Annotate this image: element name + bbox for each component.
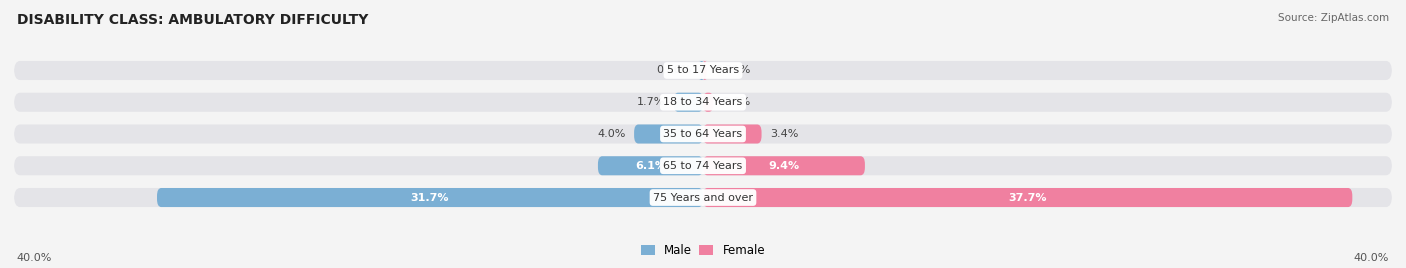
Text: 37.7%: 37.7% [1008, 192, 1047, 203]
FancyBboxPatch shape [14, 156, 1392, 175]
Text: DISABILITY CLASS: AMBULATORY DIFFICULTY: DISABILITY CLASS: AMBULATORY DIFFICULTY [17, 13, 368, 27]
FancyBboxPatch shape [703, 124, 762, 144]
Text: 1.7%: 1.7% [637, 97, 665, 107]
Text: 5 to 17 Years: 5 to 17 Years [666, 65, 740, 76]
Text: 75 Years and over: 75 Years and over [652, 192, 754, 203]
FancyBboxPatch shape [699, 61, 704, 80]
FancyBboxPatch shape [14, 61, 1392, 80]
FancyBboxPatch shape [703, 93, 713, 112]
Text: 0.6%: 0.6% [721, 97, 751, 107]
FancyBboxPatch shape [14, 93, 1392, 112]
Text: 0.21%: 0.21% [716, 65, 751, 76]
Text: 18 to 34 Years: 18 to 34 Years [664, 97, 742, 107]
Text: 3.4%: 3.4% [770, 129, 799, 139]
FancyBboxPatch shape [703, 61, 707, 80]
FancyBboxPatch shape [14, 124, 1392, 144]
FancyBboxPatch shape [703, 188, 1353, 207]
Text: 9.4%: 9.4% [769, 161, 800, 171]
FancyBboxPatch shape [673, 93, 703, 112]
Text: 0.16%: 0.16% [657, 65, 692, 76]
FancyBboxPatch shape [598, 156, 703, 175]
FancyBboxPatch shape [157, 188, 703, 207]
Text: 31.7%: 31.7% [411, 192, 450, 203]
Text: 40.0%: 40.0% [17, 253, 52, 263]
Text: 6.1%: 6.1% [636, 161, 666, 171]
Text: 35 to 64 Years: 35 to 64 Years [664, 129, 742, 139]
Text: 4.0%: 4.0% [598, 129, 626, 139]
Text: 40.0%: 40.0% [1354, 253, 1389, 263]
Text: Source: ZipAtlas.com: Source: ZipAtlas.com [1278, 13, 1389, 23]
Text: 65 to 74 Years: 65 to 74 Years [664, 161, 742, 171]
FancyBboxPatch shape [703, 156, 865, 175]
Legend: Male, Female: Male, Female [636, 240, 770, 262]
FancyBboxPatch shape [634, 124, 703, 144]
FancyBboxPatch shape [14, 188, 1392, 207]
